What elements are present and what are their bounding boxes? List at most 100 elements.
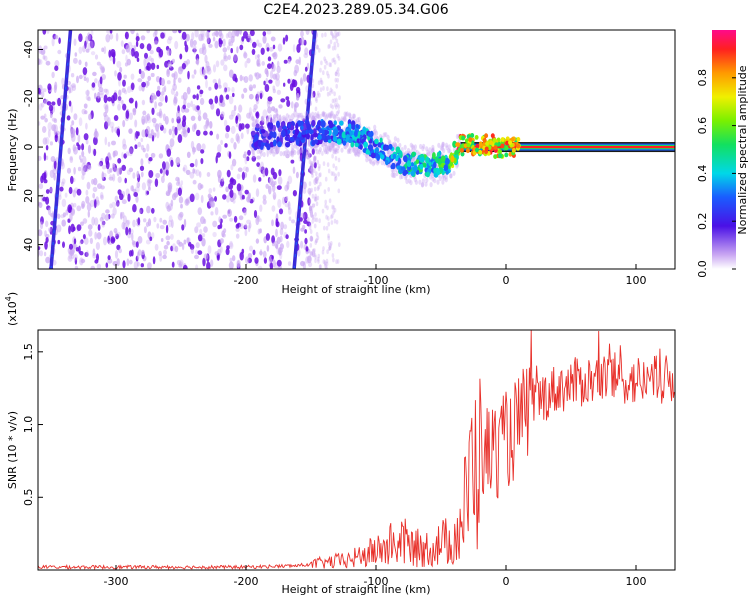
noise-dot <box>158 102 163 107</box>
noise-dot <box>280 98 286 103</box>
noise-dot <box>115 233 119 240</box>
noise-dot <box>229 240 233 248</box>
noise-dot <box>195 192 200 201</box>
trace-halo <box>400 173 404 180</box>
noise-dot <box>306 62 310 70</box>
noise-dot <box>73 146 78 155</box>
noise-dot <box>224 143 228 148</box>
noise-dot <box>273 114 276 119</box>
noise-dot <box>92 248 96 257</box>
trace-halo <box>373 128 377 134</box>
noise-dot <box>140 35 146 41</box>
noise-dot <box>38 58 41 66</box>
trace-dot <box>380 154 385 160</box>
colorbar-tick-label: 0.2 <box>696 212 709 230</box>
noise-dot <box>228 114 234 120</box>
noise-dot <box>334 77 338 83</box>
noise-dot <box>260 161 264 171</box>
noise-dot <box>238 104 243 113</box>
noise-dot <box>310 168 314 173</box>
noise-dot <box>311 219 315 224</box>
noise-dot <box>237 113 240 118</box>
noise-dot <box>272 171 278 180</box>
trace-halo <box>429 182 433 188</box>
noise-dot <box>189 163 195 168</box>
trace-dot <box>345 134 350 141</box>
noise-dot <box>49 187 53 193</box>
trace-halo <box>327 146 331 152</box>
noise-dot <box>327 233 330 239</box>
noise-dot <box>309 229 313 235</box>
noise-dot <box>64 192 68 198</box>
trace-halo <box>272 116 276 122</box>
trace-halo <box>441 174 445 180</box>
noise-dot <box>171 73 176 78</box>
noise-dot <box>93 148 97 157</box>
noise-dot <box>304 47 309 56</box>
noise-dot <box>185 198 189 204</box>
trace-dot <box>434 156 439 164</box>
noise-dot <box>287 207 292 215</box>
noise-dot <box>41 91 45 98</box>
trace-halo <box>449 173 453 179</box>
noise-dot <box>308 168 312 174</box>
trace-halo <box>386 152 390 158</box>
noise-dot <box>212 187 216 192</box>
trace-halo <box>255 118 259 124</box>
noise-dot <box>127 86 132 94</box>
noise-dot <box>211 32 216 37</box>
noise-dot <box>308 225 312 231</box>
trace-halo <box>318 146 322 153</box>
noise-dot <box>311 148 315 155</box>
noise-dot <box>83 77 87 81</box>
noise-dot <box>268 185 272 195</box>
noise-dot <box>53 118 58 123</box>
trace-halo <box>375 160 380 166</box>
noise-dot <box>143 218 147 223</box>
trace-halo <box>431 148 435 154</box>
noise-dot <box>46 101 52 106</box>
noise-dot <box>43 251 47 257</box>
noise-dot <box>61 181 65 187</box>
noise-dot <box>323 117 327 122</box>
noise-dot <box>203 226 208 233</box>
noise-dot <box>287 175 293 185</box>
noise-dot <box>237 167 243 172</box>
noise-dot <box>70 104 73 113</box>
noise-dot <box>233 142 237 150</box>
noise-dot <box>197 115 202 122</box>
noise-dot <box>189 193 195 203</box>
noise-dot <box>171 261 175 268</box>
noise-dot <box>45 155 49 161</box>
noise-dot <box>228 183 234 190</box>
trace-dot <box>269 122 274 130</box>
trace-halo <box>391 172 396 179</box>
noise-dot <box>108 176 114 181</box>
noise-dot <box>201 143 206 151</box>
noise-dot <box>200 158 204 165</box>
noise-dot <box>259 204 263 212</box>
trace-dot <box>276 120 280 128</box>
colorbar-tick-label: 0.4 <box>696 165 709 183</box>
noise-dot <box>335 259 338 265</box>
noise-dot <box>96 232 102 240</box>
noise-dot <box>232 92 235 98</box>
noise-dot <box>66 167 72 174</box>
noise-dot <box>85 122 88 130</box>
noise-dot <box>183 98 187 106</box>
noise-dot <box>298 56 301 66</box>
trace-dot <box>336 138 342 145</box>
trace-dot <box>428 161 432 166</box>
noise-dot <box>100 185 105 190</box>
noise-dot <box>38 155 42 161</box>
noise-dot <box>223 55 229 62</box>
trace-dot <box>332 135 338 142</box>
noise-dot <box>324 58 327 64</box>
noise-dot <box>47 83 52 91</box>
trace-halo <box>333 114 337 120</box>
trace-dot <box>318 128 323 134</box>
noise-dot <box>89 237 93 245</box>
carrier-dot <box>475 147 479 153</box>
trace-dot <box>300 125 304 130</box>
noise-dot <box>136 261 140 267</box>
